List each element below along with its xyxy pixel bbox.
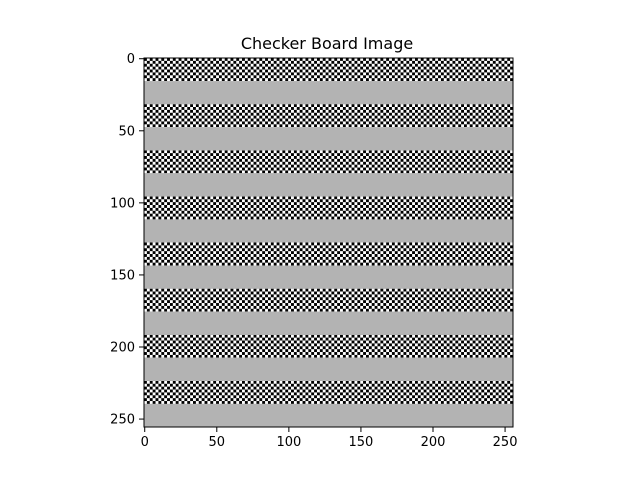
y-tick-label: 0 (127, 52, 135, 67)
gray-band (144, 173, 513, 197)
gray-band (144, 265, 513, 289)
plot-frame (143, 57, 514, 428)
gray-band (144, 311, 513, 335)
checker-band (144, 58, 513, 82)
gray-band (144, 81, 513, 105)
checker-band (144, 242, 513, 266)
x-tick-label: 100 (276, 435, 301, 450)
y-axis: 0 50 100 150 200 250 (110, 52, 144, 428)
checker-band (144, 150, 513, 174)
gray-band (144, 219, 513, 243)
x-tick-label: 200 (421, 435, 446, 450)
gray-band (144, 403, 513, 427)
y-tick-label: 50 (118, 124, 135, 139)
y-tick-label: 150 (110, 268, 135, 283)
gray-band (144, 127, 513, 151)
checker-band (144, 288, 513, 312)
checker-band (144, 334, 513, 358)
x-tick-label: 50 (209, 435, 226, 450)
y-tick-label: 250 (110, 413, 135, 428)
gray-band (144, 357, 513, 381)
x-tick-label: 250 (493, 435, 518, 450)
image-plot-area (144, 58, 513, 427)
y-tick-label: 200 (110, 341, 135, 356)
y-tick-label: 100 (110, 196, 135, 211)
checker-band (144, 196, 513, 220)
chart-title: Checker Board Image (241, 34, 413, 53)
x-tick-label: 0 (141, 435, 149, 450)
checker-band (144, 380, 513, 404)
x-tick-label: 150 (349, 435, 374, 450)
x-axis: 0 50 100 150 200 250 (141, 427, 518, 450)
checker-band (144, 104, 513, 128)
